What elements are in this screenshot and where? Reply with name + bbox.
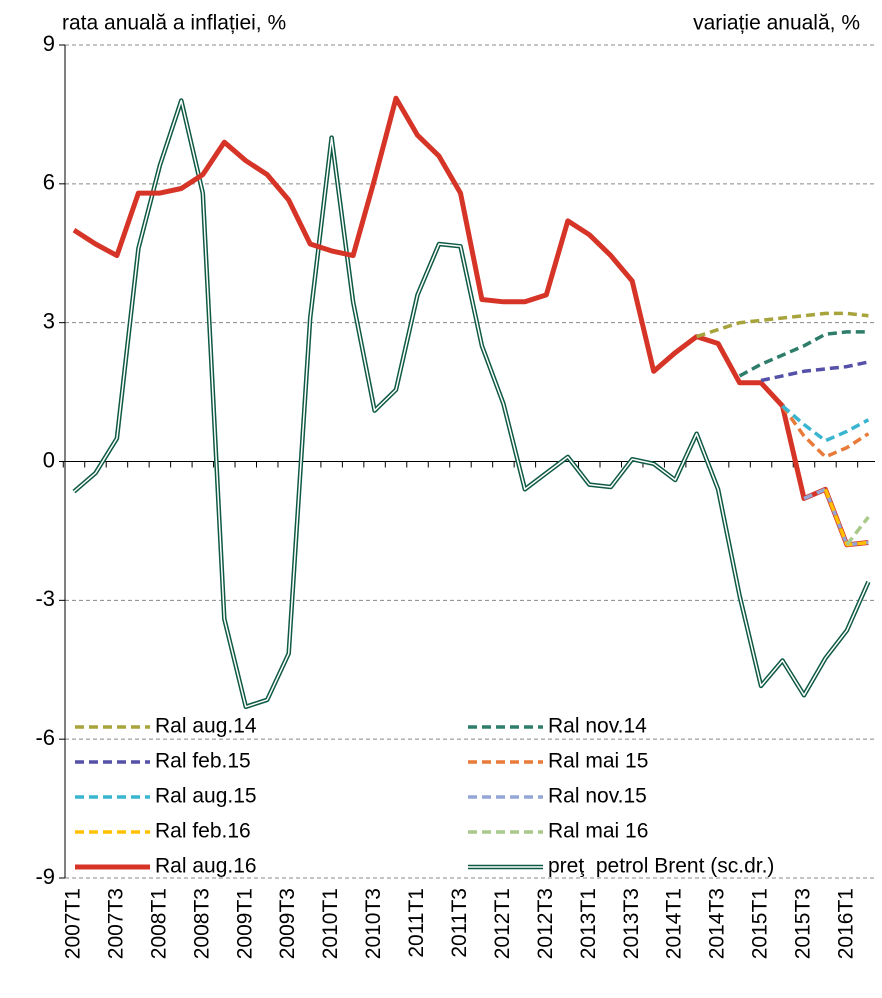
forecast-line — [738, 330, 869, 378]
x-tick-label: 2011T3 — [448, 888, 471, 958]
x-tick-label: 2016T1 — [834, 888, 857, 959]
x-tick-label: 2007T3 — [104, 888, 127, 959]
x-tick-label: 2015T1 — [749, 888, 772, 959]
x-tick-label: 2014T3 — [706, 888, 729, 959]
y-tick-label: -3 — [35, 586, 55, 611]
legend-label: Ral aug.16 — [155, 855, 257, 878]
legend-label: Ral aug.14 — [155, 715, 257, 738]
legend-label: Ral nov.15 — [548, 785, 647, 808]
x-tick-label: 2010T3 — [362, 888, 385, 959]
forecast-line — [781, 404, 870, 459]
y-tick-label: 0 — [43, 447, 55, 472]
x-tick-label: 2010T1 — [319, 888, 342, 959]
y-tick-label: 6 — [43, 170, 55, 195]
left-axis-title: rata anuală a inflației, % — [62, 12, 286, 35]
y-tick-label: 3 — [43, 308, 55, 333]
legend-label: Ral feb.16 — [155, 820, 251, 843]
x-tick-label: 2008T1 — [147, 888, 170, 959]
y-tick-label: -9 — [35, 864, 55, 889]
legend-label: Ral aug.15 — [155, 785, 257, 808]
y-tick-label: -6 — [35, 725, 55, 750]
line — [72, 95, 869, 548]
legend-label: preţ petrol Brent (sc.dr.) — [548, 855, 774, 878]
x-tick-label: 2012T3 — [534, 888, 557, 959]
forecast-line — [845, 515, 870, 546]
x-tick-label: 2014T1 — [663, 888, 686, 959]
x-tick-label: 2009T1 — [233, 888, 256, 959]
line-inner — [73, 99, 870, 708]
x-tick-label: 2015T3 — [792, 888, 815, 959]
x-tick-label: 2007T1 — [62, 888, 85, 959]
forecast-line — [781, 404, 870, 443]
line-outer — [72, 98, 871, 710]
x-tick-label: 2012T1 — [491, 888, 514, 959]
x-tick-label: 2013T1 — [577, 888, 600, 959]
y-tick-label: 9 — [43, 31, 55, 56]
x-tick-label: 2013T3 — [620, 888, 643, 959]
x-tick-label: 2008T3 — [190, 888, 213, 959]
legend-label: Ral mai 15 — [548, 750, 648, 773]
forecast-line — [823, 488, 869, 547]
right-axis-title: variație anuală, % — [693, 12, 860, 35]
x-tick-label: 2009T3 — [276, 888, 299, 959]
legend-label: Ral feb.15 — [155, 750, 251, 773]
x-tick-label: 2011T1 — [405, 888, 428, 958]
legend-label: Ral mai 16 — [548, 820, 648, 843]
forecast-line — [760, 360, 869, 383]
legend-label: Ral nov.14 — [548, 715, 647, 738]
forecast-line — [696, 311, 869, 339]
